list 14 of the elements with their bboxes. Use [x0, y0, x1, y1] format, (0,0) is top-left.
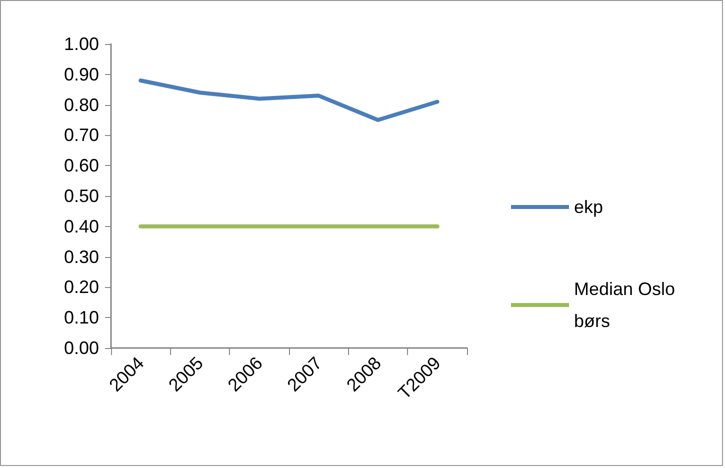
y-tick-label: 0.80	[64, 94, 99, 115]
y-tick-label: 0.40	[64, 216, 99, 236]
y-tick-label: 0.50	[64, 186, 99, 206]
legend-label: Median Oslo børs	[574, 279, 680, 331]
y-tick-label: 0.10	[64, 308, 99, 328]
line-series	[138, 78, 440, 122]
legend-label: ekp	[574, 197, 604, 217]
y-tick-label: 1.00	[64, 34, 99, 54]
y-tick-label: 0.20	[64, 277, 99, 298]
y-tick-label: 0.90	[64, 64, 99, 84]
y-tick-label: 0.30	[64, 246, 99, 267]
y-tick-label: 0.60	[64, 156, 99, 176]
y-tick-label: 0.00	[64, 338, 99, 358]
y-tick-label: 0.70	[64, 125, 99, 146]
